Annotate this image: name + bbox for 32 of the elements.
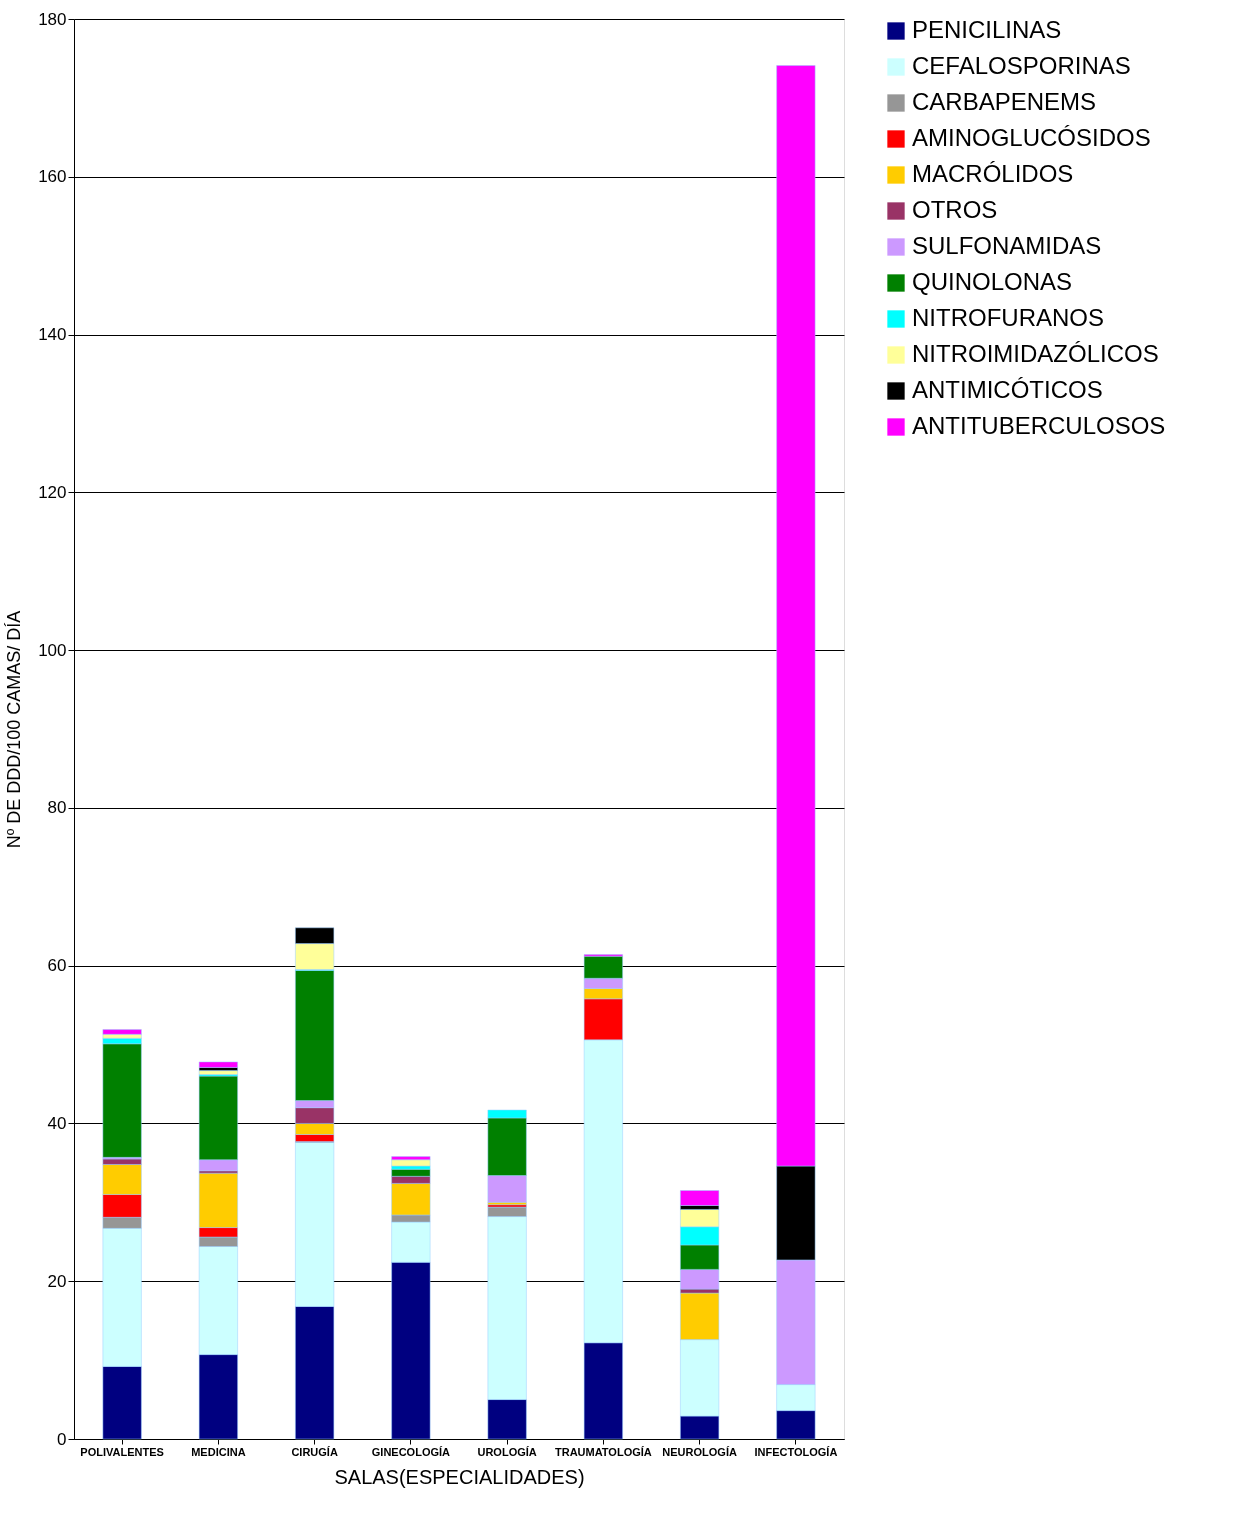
legend-label: SULFONAMIDAS [912,232,1102,259]
legend-label: AMINOGLUCÓSIDOS [912,124,1151,151]
legend-label: PENICILINAS [912,16,1062,43]
y-tick-label: 0 [57,1429,67,1449]
x-tick-label: INFECTOLOGÍA [754,1445,838,1458]
x-tick-label: UROLOGÍA [477,1445,537,1458]
y-tick-label: 140 [38,325,67,345]
x-tick-label: TRAUMATOLOGÍA [555,1445,652,1458]
y-tick-label: 160 [38,167,67,187]
x-axis-title: SALAS(ESPECIALIDADES) [334,1465,585,1488]
legend-label: ANTITUBERCULOSOS [912,412,1166,439]
y-tick-label: 20 [47,1271,67,1291]
legend-label: NITROIMIDAZÓLICOS [912,340,1159,367]
x-tick-label: NEUROLOGÍA [662,1445,737,1458]
y-tick-label: 40 [47,1113,67,1133]
legend-label: NITROFURANOS [912,304,1104,331]
y-tick-label: 80 [47,798,67,818]
legend-label: CARBAPENEMS [912,88,1097,115]
x-tick-label: POLIVALENTES [80,1445,164,1458]
legend-label: ANTIMICÓTICOS [912,376,1103,403]
legend-label: OTROS [912,196,998,223]
legend-label: MACRÓLIDOS [912,160,1074,187]
x-tick-label: MEDICINA [191,1445,246,1458]
x-tick-label: GINECOLOGÍA [371,1445,451,1458]
legend-label: CEFALOSPORINAS [912,52,1131,79]
y-axis-title: Nº DE DDD/100 CAMAS/ DÍA [4,610,25,849]
y-tick-label: 60 [47,956,67,976]
y-tick-label: 180 [38,9,67,29]
legend-label: QUINOLONAS [912,268,1073,295]
x-tick-label: CIRUGÍA [291,1445,338,1458]
y-tick-label: 100 [38,640,67,660]
y-tick-label: 120 [38,482,67,502]
